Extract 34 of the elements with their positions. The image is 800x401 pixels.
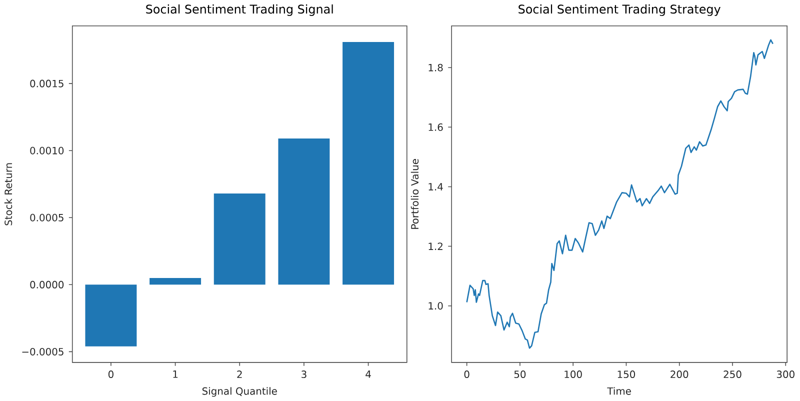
y-tick-label: −0.0005 bbox=[22, 348, 64, 356]
x-tick-label: 0 bbox=[108, 370, 114, 378]
y-tick-label: 1.0 bbox=[428, 302, 443, 310]
x-axis-title: Signal Quantile bbox=[202, 387, 277, 397]
y-axis-title: Stock Return bbox=[4, 163, 12, 226]
y-axis-title: Portfolio Value bbox=[410, 158, 419, 229]
x-tick-label: 300 bbox=[776, 370, 794, 378]
x-tick-label: 250 bbox=[724, 370, 742, 378]
y-tick-label: 1.4 bbox=[428, 183, 443, 190]
chart-title: Social Sentiment Trading Strategy bbox=[518, 4, 720, 16]
x-tick-label: 50 bbox=[514, 370, 526, 378]
chart-title: Social Sentiment Trading Signal bbox=[146, 4, 333, 16]
bar bbox=[150, 278, 202, 285]
bar bbox=[85, 284, 137, 346]
bar bbox=[342, 42, 394, 285]
y-tick-label: 1.6 bbox=[428, 123, 443, 131]
x-tick-label: 200 bbox=[670, 370, 688, 378]
x-tick-label: 3 bbox=[302, 370, 306, 378]
y-tick-label: 0.0010 bbox=[30, 146, 64, 154]
y-tick-label: 0.0015 bbox=[30, 80, 64, 88]
x-tick-label: 1 bbox=[173, 370, 178, 378]
bar bbox=[214, 193, 266, 285]
x-tick-label: 0 bbox=[464, 370, 470, 378]
y-tick-label: 0.0005 bbox=[30, 214, 64, 222]
x-tick-label: 100 bbox=[564, 370, 582, 378]
bar bbox=[278, 138, 330, 285]
x-axis-title: Time bbox=[607, 387, 631, 395]
x-tick-label: 2 bbox=[237, 370, 242, 378]
y-tick-label: 1.2 bbox=[428, 242, 442, 250]
y-tick-label: 1.8 bbox=[428, 64, 443, 72]
x-tick-label: 4 bbox=[366, 370, 371, 378]
x-tick-label: 150 bbox=[618, 370, 636, 378]
line-series bbox=[466, 39, 774, 349]
y-tick-label: 0.0000 bbox=[30, 280, 64, 288]
